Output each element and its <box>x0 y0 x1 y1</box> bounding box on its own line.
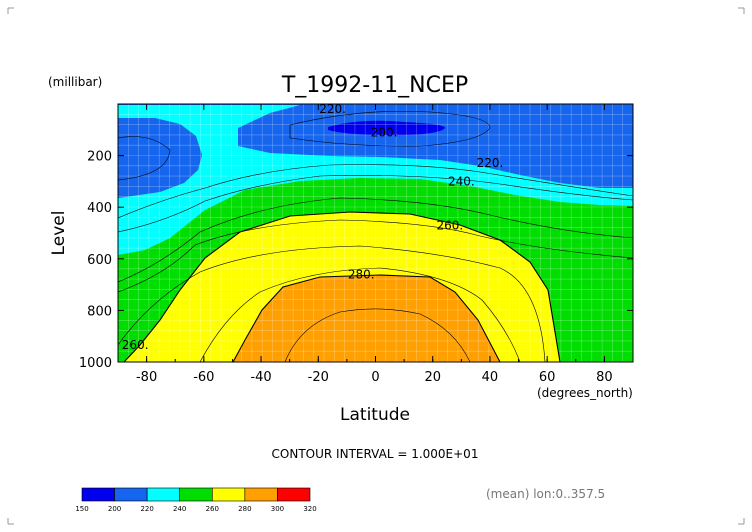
colorbar-swatch <box>146 487 181 502</box>
y-tick-label: 800 <box>87 304 112 319</box>
colorbar-swatch <box>179 487 213 502</box>
y-tick-label: 1000 <box>79 356 112 371</box>
x-tick-label: 20 <box>424 370 441 385</box>
x-tick-label: 40 <box>482 370 499 385</box>
crop-marks <box>7 7 745 525</box>
contour-label: 280. <box>348 267 375 281</box>
contour-label: 200. <box>371 125 398 139</box>
contour-label: 260. <box>437 218 464 232</box>
contour-lines-heavy <box>123 211 561 362</box>
contour-label: 240. <box>448 174 475 188</box>
x-axis-label: Latitude <box>340 405 410 425</box>
colorbar-level-label: 280 <box>238 505 251 513</box>
x-tick-label: -40 <box>250 370 271 385</box>
y-tick-label: 200 <box>87 150 112 165</box>
chart-title: T_1992-11_NCEP <box>281 73 468 98</box>
mean-lon-text: (mean) lon:0..357.5 <box>486 487 605 501</box>
x-tick-label: 0 <box>371 370 379 385</box>
band-150-200 <box>328 120 445 136</box>
colorbar-level-label: 260 <box>206 505 219 513</box>
colorbar-swatch <box>211 487 246 502</box>
contour-label: 260. <box>122 338 149 352</box>
contour-label-layer: 220.200.220.240.260.280.260. <box>122 102 504 352</box>
colorbar-swatch <box>244 487 278 502</box>
colorbar-level-label: 150 <box>75 505 88 513</box>
band-200-220-left <box>118 118 202 198</box>
colorbar-swatch <box>81 487 115 502</box>
colorbar-swatch <box>114 487 148 502</box>
x-tick-label: -20 <box>308 370 329 385</box>
contour-lines <box>118 110 633 362</box>
x-tick-label: -60 <box>193 370 214 385</box>
colorbar-swatch <box>277 487 311 502</box>
x-tick-label: 80 <box>596 370 613 385</box>
contour-label: 220. <box>477 156 504 170</box>
x-units-label: (degrees_north) <box>537 386 633 400</box>
contour-interval-text: CONTOUR INTERVAL = 1.000E+01 <box>272 447 479 461</box>
axis-tick-labels: -80 -60 -40 -20 0 20 40 60 80 200 400 600 800 1000 <box>79 150 613 385</box>
y-tick-label: 600 <box>87 253 112 268</box>
contour-fill-layer: 220.200.220.240.260.280.260. <box>118 102 633 362</box>
colorbar-level-label: 240 <box>173 505 186 513</box>
colorbar-level-label: 200 <box>108 505 121 513</box>
band-200-220 <box>118 104 633 188</box>
axis-ticks <box>117 104 634 363</box>
contour-label: 220. <box>319 102 346 116</box>
x-tick-label: 60 <box>539 370 556 385</box>
x-tick-label: -80 <box>136 370 157 385</box>
y-axis-label: Level <box>49 211 69 256</box>
colorbar-level-label: 320 <box>303 505 316 513</box>
band-280-300 <box>233 275 500 362</box>
y-units-label: (millibar) <box>48 75 102 89</box>
y-tick-label: 400 <box>87 201 112 216</box>
colorbar-level-label: 220 <box>140 505 153 513</box>
colorbar-level-label: 300 <box>271 505 284 513</box>
colorbar: 150 200 220 240 260 280 300 320 <box>75 487 317 513</box>
